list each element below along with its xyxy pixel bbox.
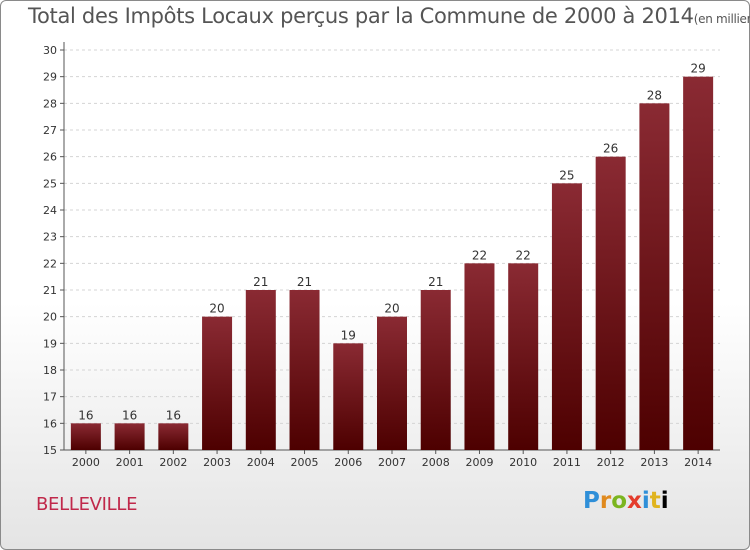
logo-letter: i [660,488,669,514]
bar-2000 [70,423,101,450]
x-tick-label: 2006 [334,456,362,469]
x-tick-label: 2009 [465,456,493,469]
y-tick-label: 30 [43,44,57,57]
x-tick-label: 2005 [291,456,319,469]
bar-value-label: 22 [472,248,487,262]
y-tick-label: 17 [43,391,57,404]
bar-2002 [158,423,189,450]
x-tick-label: 2000 [72,456,100,469]
bar-value-label: 21 [253,275,268,289]
logo-letter: i [641,488,650,514]
bar-value-label: 28 [647,88,662,102]
y-tick-label: 23 [43,231,57,244]
bar-2007 [377,316,407,450]
y-tick-label: 26 [43,151,57,164]
y-tick-label: 27 [43,124,57,137]
bars [70,76,714,451]
bar-value-label: 25 [559,168,574,182]
y-tick-label: 19 [43,337,57,350]
y-tick-label: 29 [43,71,57,84]
x-tick-label: 2011 [553,456,581,469]
bar-value-label: 21 [297,275,312,289]
chart-unit: (en milliers d'€) [693,12,750,26]
bar-2011 [551,183,582,451]
x-tick-label: 2014 [684,456,712,469]
y-tick-label: 25 [43,177,57,190]
bar-2008 [420,290,451,450]
chart-title: Total des Impôts Locaux perçus par la Co… [28,4,750,28]
logo-letter: r [599,488,612,514]
x-tick-label: 2012 [597,456,625,469]
labels: 15 16 17 18 19 20 21 22 23 24 25 26 27 28 29 30 16 2000 16… [43,44,712,469]
bar-value-label: 29 [690,62,705,76]
x-tick-label: 2002 [159,456,187,469]
y-tick-label: 15 [43,444,57,457]
y-tick-label: 24 [43,204,57,217]
logo-letter: t [649,488,661,514]
logo-letter: P [583,488,600,514]
bar-value-label: 16 [122,408,137,422]
x-tick-label: 2004 [247,456,275,469]
bar-value-label: 21 [428,275,443,289]
bar-value-label: 19 [341,328,356,342]
x-tick-label: 2013 [640,456,668,469]
x-tick-label: 2001 [116,456,144,469]
x-tick-label: 2010 [509,456,537,469]
bar-value-label: 16 [166,408,181,422]
commune-name: BELLEVILLE [36,494,138,515]
bar-2009 [464,263,495,450]
bar-value-label: 22 [516,248,531,262]
y-tick-label: 28 [43,97,57,110]
y-tick-label: 21 [43,284,57,297]
x-tick-label: 2003 [203,456,231,469]
x-tick-label: 2007 [378,456,406,469]
bar-2004 [245,290,276,450]
bar-2005 [289,290,320,450]
bar-value-label: 20 [384,302,399,316]
bar-2006 [333,343,364,450]
bar-2014 [683,76,714,451]
bar-2001 [114,423,145,450]
logo-letter: o [611,488,628,514]
bar-2003 [202,316,233,450]
bar-value-label: 26 [603,142,618,156]
y-tick-label: 20 [43,311,57,324]
bar-2013 [639,103,670,450]
bar-value-label: 20 [209,302,224,316]
x-tick-label: 2008 [422,456,450,469]
chart-title-text: Total des Impôts Locaux perçus par la Co… [28,4,694,28]
logo-letter: x [627,488,642,514]
y-tick-label: 22 [43,257,57,270]
y-tick-label: 16 [43,417,57,430]
bar-2010 [508,263,539,450]
y-tick-label: 18 [43,364,57,377]
bar-2012 [595,156,626,450]
proxiti-logo[interactable]: Proxiti [583,488,669,514]
bar-value-label: 16 [78,408,93,422]
